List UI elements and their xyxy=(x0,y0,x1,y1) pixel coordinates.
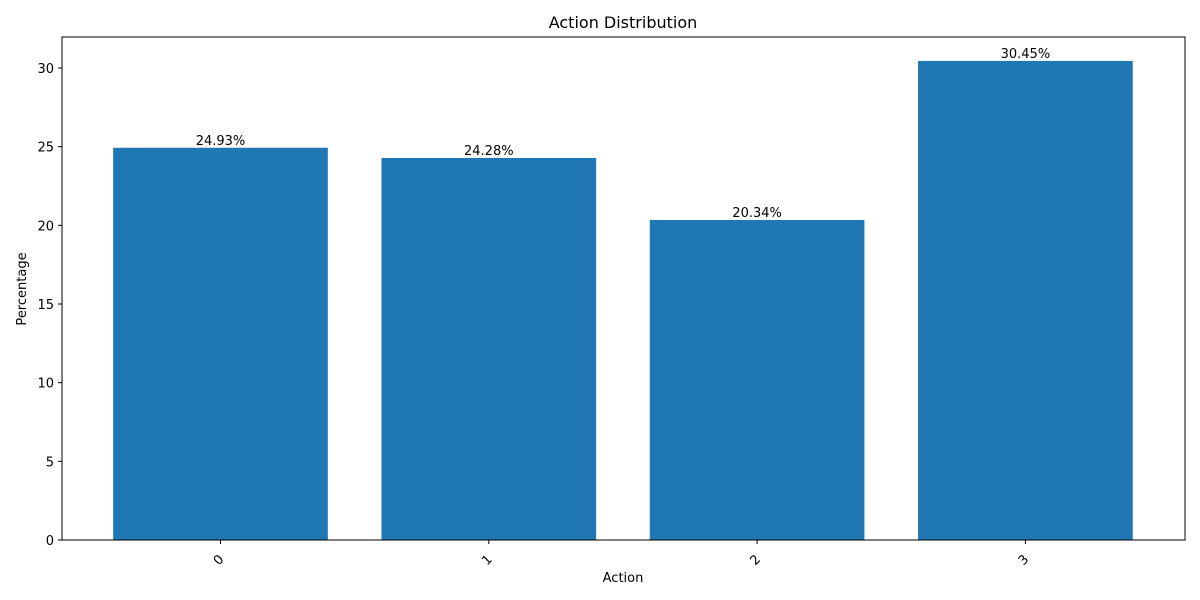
data-label: 30.45% xyxy=(1001,47,1051,62)
bar xyxy=(113,147,328,540)
y-tick-label: 30 xyxy=(37,62,54,77)
plot-frame xyxy=(61,36,1186,541)
x-axis-label: Action xyxy=(603,571,644,586)
data-label: 20.34% xyxy=(732,206,782,221)
y-tick-label: 5 xyxy=(46,455,54,470)
y-tick-label: 10 xyxy=(37,377,54,392)
y-axis: 0 5 10 15 20 25 30 xyxy=(37,62,62,549)
y-tick-label: 20 xyxy=(37,219,54,234)
chart-title: Action Distribution xyxy=(549,13,698,32)
data-label: 24.28% xyxy=(464,144,514,159)
x-tick-label: 0 xyxy=(211,552,227,568)
bar xyxy=(649,219,865,541)
y-tick-label: 0 xyxy=(46,534,54,549)
x-tick-label: 2 xyxy=(747,552,763,568)
bars-group: 24.93% 24.28% 20.34% 30.45% xyxy=(113,47,1133,541)
y-tick-label: 15 xyxy=(37,298,54,313)
x-axis: 0 1 2 3 xyxy=(211,540,1032,569)
y-axis-label: Percentage xyxy=(15,252,30,325)
bar xyxy=(918,60,1133,541)
y-tick-label: 25 xyxy=(37,141,54,156)
x-tick-label: 3 xyxy=(1016,552,1032,568)
data-label: 24.93% xyxy=(196,134,246,149)
bar xyxy=(381,157,597,541)
x-tick-label: 1 xyxy=(479,552,495,568)
